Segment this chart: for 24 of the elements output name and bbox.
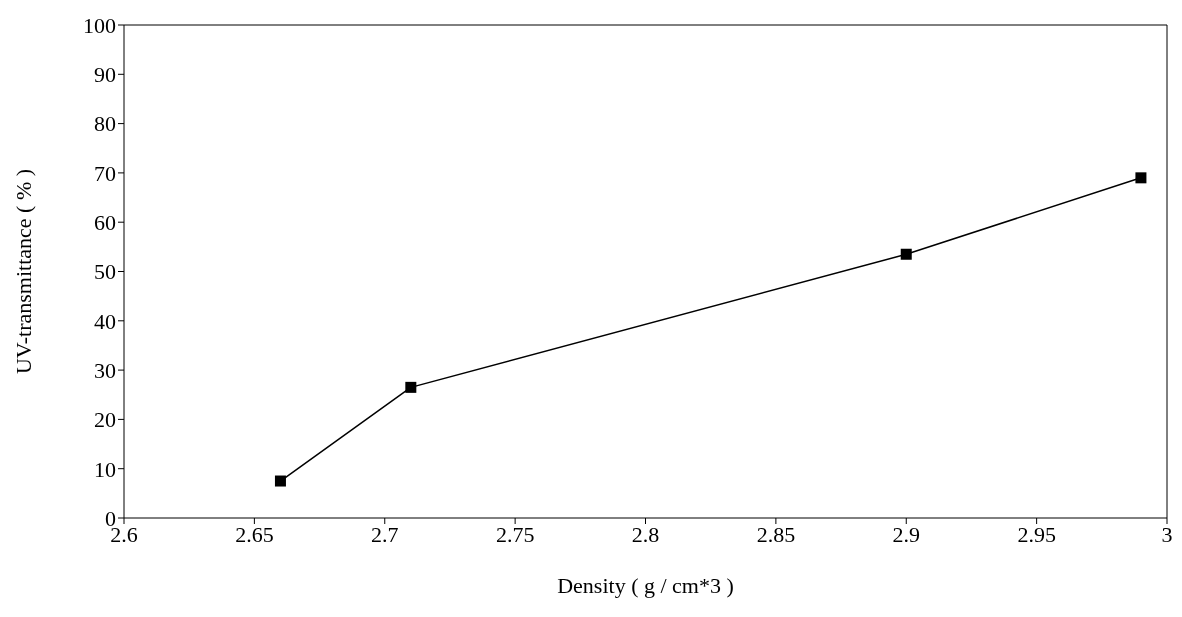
y-tick-label: 80 — [94, 111, 116, 137]
x-tick-label: 2.8 — [631, 521, 660, 547]
point — [1135, 172, 1147, 184]
x-tick-label: 2.9 — [892, 521, 920, 547]
x-tick-label: 2.65 — [235, 521, 274, 547]
point — [900, 248, 912, 260]
y-tick-label: 10 — [94, 456, 116, 482]
point — [274, 475, 286, 487]
x-tick-label: 2.75 — [495, 521, 535, 547]
x-tick-label: 2.7 — [371, 521, 399, 547]
x-tick-label: 2.85 — [756, 521, 796, 547]
y-tick-label: 30 — [94, 357, 116, 383]
y-tick-label: 50 — [94, 259, 116, 285]
y-tick-label: 100 — [83, 12, 116, 38]
x-tick-label: 2.95 — [1017, 521, 1056, 547]
y-tick-label: 90 — [94, 62, 116, 88]
y-tick-label: 60 — [94, 210, 116, 236]
y-tick-label: 20 — [94, 407, 116, 433]
y-tick-label: 40 — [94, 308, 116, 334]
x-tick-label: 3 — [1161, 521, 1173, 547]
y-axis-title: UV-transmittance ( % ) — [10, 168, 36, 375]
point — [405, 381, 417, 393]
x-axis-title: Density ( g / cm*3 ) — [557, 573, 734, 598]
y-tick-label: 70 — [94, 160, 116, 186]
